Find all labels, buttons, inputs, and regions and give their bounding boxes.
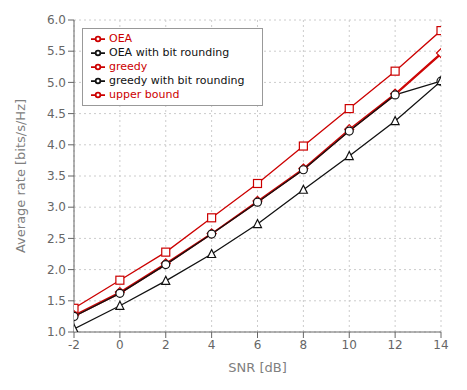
svg-text:14: 14 (433, 338, 448, 352)
svg-text:2.0: 2.0 (47, 263, 66, 277)
svg-text:1.0: 1.0 (47, 325, 66, 339)
svg-text:4.0: 4.0 (47, 138, 66, 152)
svg-text:0: 0 (116, 338, 124, 352)
svg-text:8: 8 (300, 338, 308, 352)
svg-text:2.5: 2.5 (47, 232, 66, 246)
svg-text:-2: -2 (68, 338, 80, 352)
svg-text:2: 2 (162, 338, 170, 352)
svg-text:Average rate [bits/s/Hz]: Average rate [bits/s/Hz] (13, 99, 28, 253)
svg-text:4.5: 4.5 (47, 107, 66, 121)
svg-text:4: 4 (208, 338, 216, 352)
svg-text:3.0: 3.0 (47, 200, 66, 214)
html-text:greedy: greedy (109, 60, 148, 73)
svg-text:SNR [dB]: SNR [dB] (228, 360, 286, 375)
html-text:greedy with bit rounding: greedy with bit rounding (109, 74, 245, 87)
svg-text:10: 10 (342, 338, 357, 352)
svg-text:5.0: 5.0 (47, 76, 66, 90)
html-text:upper bound: upper bound (109, 88, 180, 101)
svg-text:6: 6 (254, 338, 262, 352)
svg-text:3.5: 3.5 (47, 169, 66, 183)
svg-text:6.0: 6.0 (47, 13, 66, 27)
html-text:OEA: OEA (109, 32, 133, 45)
svg-text:12: 12 (387, 338, 402, 352)
svg-text:1.5: 1.5 (47, 294, 66, 308)
html-text:OEA with bit rounding: OEA with bit rounding (109, 46, 230, 59)
svg-text:5.5: 5.5 (47, 44, 66, 58)
